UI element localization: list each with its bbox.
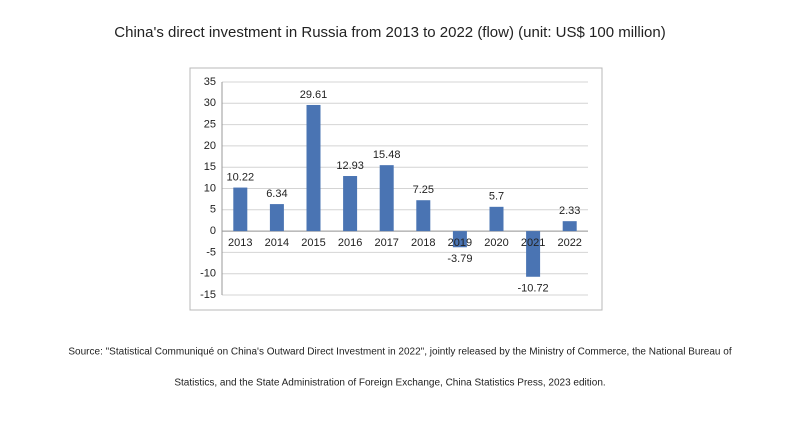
y-tick-label: 25 (204, 119, 216, 131)
y-tick-label: 15 (204, 161, 216, 173)
bar (526, 231, 541, 277)
y-tick-label: -10 (200, 268, 216, 280)
source-line: Source: "Statistical Communiqué on China… (68, 347, 731, 358)
y-tick-label: 10 (204, 182, 216, 194)
y-tick-label: -15 (200, 289, 216, 301)
x-tick-label: 2014 (265, 237, 289, 249)
data-label: 12.93 (336, 160, 364, 172)
y-tick-label: -5 (206, 246, 216, 258)
y-tick-label: 30 (204, 97, 216, 109)
x-tick-label: 2017 (374, 237, 398, 249)
chart-title: China's direct investment in Russia from… (114, 24, 665, 41)
chart-frame (189, 67, 603, 311)
data-label: 6.34 (266, 188, 287, 200)
x-tick-label: 2021 (521, 237, 545, 249)
x-tick-label: 2013 (228, 237, 252, 249)
x-tick-label: 2019 (448, 237, 472, 249)
data-label: 15.48 (373, 149, 401, 161)
bar (562, 221, 577, 232)
bar (269, 204, 284, 232)
bar (489, 206, 504, 232)
x-tick-label: 2016 (338, 237, 362, 249)
y-tick-label: 35 (204, 76, 216, 88)
bar (416, 200, 431, 232)
bar (452, 231, 467, 248)
data-label: 2.33 (559, 205, 580, 217)
x-tick-label: 2018 (411, 237, 435, 249)
data-label: -3.79 (447, 253, 472, 265)
bar (343, 176, 358, 232)
x-tick-label: 2020 (484, 237, 508, 249)
y-tick-label: 0 (210, 225, 216, 237)
x-tick-label: 2015 (301, 237, 325, 249)
y-tick-label: 20 (204, 140, 216, 152)
bar (306, 104, 321, 232)
data-label: 7.25 (413, 184, 434, 196)
data-label: 29.61 (300, 89, 328, 101)
y-tick-label: 5 (210, 204, 216, 216)
bar (379, 165, 394, 232)
data-label: 10.22 (227, 171, 255, 183)
data-label: -10.72 (517, 283, 548, 295)
data-label: 5.7 (489, 191, 504, 203)
bar (233, 187, 248, 232)
x-tick-label: 2022 (557, 237, 581, 249)
source-line: Statistics, and the State Administration… (174, 378, 605, 389)
